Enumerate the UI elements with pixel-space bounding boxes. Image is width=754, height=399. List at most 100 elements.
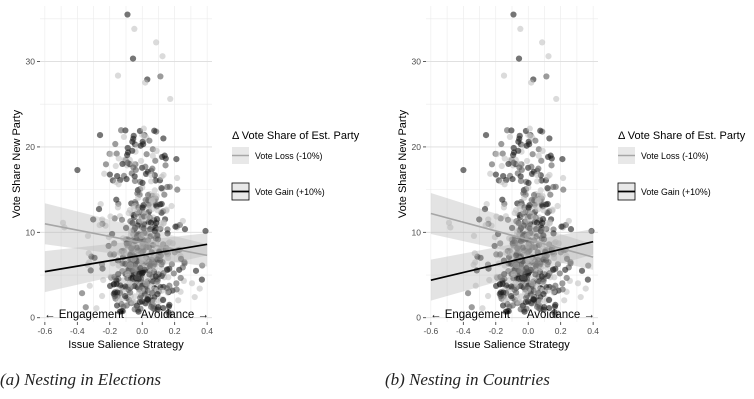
scatter-point	[143, 280, 150, 287]
scatter-point	[166, 312, 173, 319]
scatter-point	[529, 280, 536, 287]
scatter-point	[154, 256, 161, 263]
scatter-point	[153, 39, 160, 46]
scatter-point	[160, 219, 167, 226]
scatter-point	[500, 72, 508, 79]
legend-label-vote-gain: Vote Gain (+10%)	[255, 187, 325, 197]
scatter-point	[582, 285, 589, 292]
scatter-point	[537, 187, 544, 194]
scatter-point	[120, 133, 128, 141]
scatter-point	[158, 200, 165, 208]
scatter-point	[504, 127, 511, 134]
scatter-point	[588, 227, 595, 235]
scatter-point	[483, 200, 490, 208]
scatter-point	[537, 127, 544, 134]
scatter-point	[498, 140, 505, 148]
scatter-point	[149, 152, 156, 159]
y-tick-label: 0	[416, 313, 421, 323]
scatter-point	[556, 270, 563, 277]
scatter-point	[552, 239, 559, 246]
scatter-point	[124, 11, 131, 18]
scatter-point	[142, 196, 149, 204]
scatter-point	[506, 133, 514, 141]
scatter-point	[164, 183, 171, 191]
annotation-engagement: ← Engagement	[430, 309, 511, 321]
scatter-point	[545, 53, 552, 60]
scatter-point	[143, 151, 150, 158]
scatter-point	[563, 274, 570, 282]
scatter-point	[550, 230, 557, 237]
scatter-point	[148, 178, 155, 185]
scatter-point	[146, 271, 153, 278]
scatter-point	[487, 170, 494, 177]
scatter-point	[468, 304, 475, 311]
scatter-point	[544, 173, 551, 180]
scatter-point	[172, 223, 179, 230]
scatter-point	[505, 308, 512, 315]
legend-label-vote-gain: Vote Gain (+10%)	[641, 187, 711, 197]
scatter-point	[481, 206, 489, 213]
scatter-point	[173, 280, 180, 287]
scatter-point	[130, 132, 137, 139]
scatter-point	[124, 159, 131, 166]
scatter-point	[544, 261, 551, 268]
scatter-point	[517, 293, 524, 300]
scatter-point	[470, 232, 478, 239]
scatter-point	[176, 266, 183, 273]
scatter-point	[484, 292, 492, 300]
scatter-point	[143, 244, 150, 251]
scatter-point	[530, 191, 538, 199]
scatter-point	[525, 179, 532, 186]
scatter-point	[166, 282, 173, 289]
scatter-point	[524, 232, 531, 240]
scatter-point	[154, 291, 161, 298]
scatter-point	[87, 267, 94, 274]
x-axis-label: Issue Salience Strategy	[68, 339, 184, 351]
y-tick-label: 0	[30, 313, 35, 323]
scatter-point	[535, 152, 542, 159]
scatter-point	[584, 276, 591, 283]
scatter-point	[115, 181, 122, 188]
scatter-point	[561, 297, 568, 304]
scatter-point	[472, 282, 479, 289]
scatter-point	[577, 293, 584, 301]
scatter-point	[567, 260, 574, 267]
scatter-point	[131, 265, 138, 273]
scatter-point	[111, 240, 118, 247]
caption-a: (a) Nesting in Elections	[0, 370, 162, 389]
scatter-point	[82, 304, 89, 311]
scatter-point	[497, 240, 504, 247]
scatter-point	[113, 196, 120, 203]
scatter-point	[464, 290, 472, 297]
x-tick-label: 0.4	[587, 326, 599, 336]
scatter-point	[530, 296, 537, 303]
legend: Δ Vote Share of Est. Party Vote Loss (-10…	[231, 130, 360, 201]
scatter-point	[137, 157, 145, 165]
scatter-point	[534, 178, 541, 185]
scatter-point	[538, 157, 545, 164]
scatter-point	[503, 249, 510, 256]
scatter-point	[125, 210, 132, 217]
scatter-point	[112, 162, 119, 170]
scatter-point	[124, 270, 131, 278]
scatter-point	[545, 304, 553, 312]
scatter-point	[460, 166, 467, 174]
x-tick-label: 0.0	[522, 326, 534, 336]
scatter-point	[138, 232, 145, 240]
scatter-point	[119, 160, 126, 168]
scatter-point	[509, 224, 516, 232]
scatter-point	[532, 271, 539, 278]
scatter-point	[129, 55, 137, 62]
scatter-point	[552, 312, 559, 319]
scatter-point	[509, 175, 516, 183]
scatter-point	[170, 270, 177, 277]
scatter-point	[138, 257, 145, 264]
x-tick-label: -0.4	[456, 326, 471, 336]
scatter-point	[578, 267, 586, 274]
scatter-point	[533, 171, 541, 179]
scatter-point	[517, 177, 525, 185]
scatter-point	[160, 270, 167, 277]
scatter-point	[526, 202, 533, 209]
scatter-point	[520, 274, 527, 281]
scatter-point	[510, 159, 517, 166]
